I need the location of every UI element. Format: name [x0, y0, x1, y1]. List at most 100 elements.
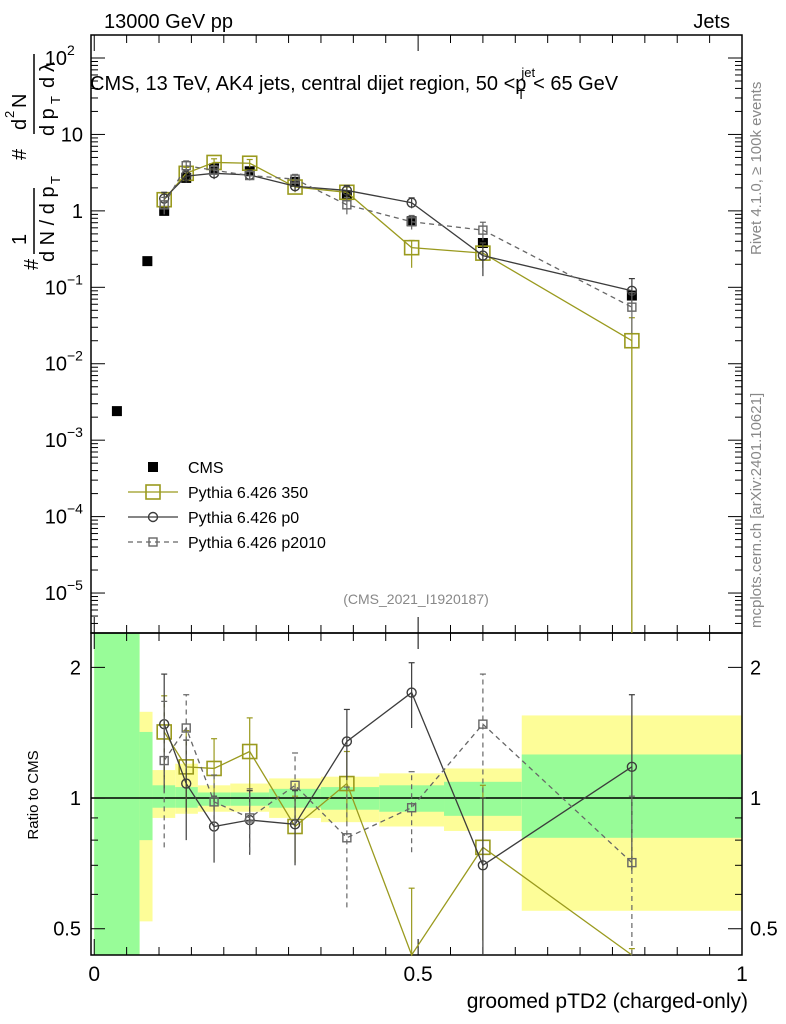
- category-label: Jets: [693, 11, 730, 33]
- ratio-point-1-6: [406, 687, 417, 698]
- ratio-xtick-label-0: 0: [88, 963, 100, 986]
- svg-text:#: #: [9, 148, 31, 160]
- svg-text:d p: d p: [37, 108, 59, 136]
- main-data-marks: [111, 154, 640, 633]
- main-point-3-1: [181, 160, 191, 171]
- main-ytick-label-3: 10: [45, 277, 67, 299]
- main-point-3-4: [290, 174, 300, 184]
- ratio-point-1-1: [181, 778, 192, 789]
- band-green-1: [139, 731, 153, 841]
- ratio-ytick-label-0: 2: [70, 657, 81, 679]
- main-ytick-exp-5: −3: [67, 424, 83, 440]
- legend-marker-0: [148, 462, 158, 472]
- main-ytick-exp-3: −1: [67, 271, 83, 287]
- svg-text:T: T: [48, 96, 63, 104]
- main-point-2-6: [406, 197, 417, 208]
- main-point-0-0: [111, 406, 122, 417]
- svg-text:d N / d p: d N / d p: [37, 186, 59, 262]
- main-ytick-label-4: 10: [45, 354, 67, 376]
- ratio-ylabel: Ratio to CMS: [25, 750, 42, 839]
- legend-label-1: Pythia 6.426 350: [188, 485, 308, 502]
- main-point-3-5: [342, 200, 352, 210]
- main-point-3-2: [209, 165, 219, 175]
- energy-label: 13000 GeV pp: [104, 11, 233, 33]
- band-green-2: [152, 785, 176, 808]
- plot-title-main: CMS, 13 TeV, AK4 jets, central dijet reg…: [90, 73, 526, 95]
- ratio-ytick-label-right-1: 1: [750, 788, 761, 810]
- analysis-label: (CMS_2021_I1920187): [343, 591, 489, 607]
- ratio-ytick-label-right-0: 2: [750, 657, 761, 679]
- ratio-frame: [90, 632, 743, 956]
- ratio-point-2-4: [290, 780, 300, 791]
- main-point-3-0: [159, 200, 169, 210]
- main-ytick-label-2: 1: [72, 201, 83, 223]
- legend-label-2: Pythia 6.426 p0: [188, 510, 299, 527]
- mcplots-label: mcplots.cern.ch [arXiv:2401.10621]: [748, 393, 765, 628]
- ratio-point-2-6: [406, 803, 417, 813]
- main-point-3-3: [245, 170, 255, 181]
- ratio-point-1-8: [626, 761, 638, 773]
- svg-text:T: T: [48, 176, 63, 184]
- ratio-point-2-2: [209, 797, 219, 807]
- main-line-1: [163, 161, 633, 342]
- ratio-ytick-label-2: 0.5: [53, 919, 81, 941]
- svg-text:d: d: [9, 119, 31, 130]
- main-point-2-5: [341, 185, 353, 196]
- main-point-0-1: [142, 256, 153, 267]
- plot-title-sub: T: [517, 87, 525, 102]
- ratio-uncertainty-bands: [94, 633, 742, 955]
- svg-text:λ: λ: [37, 62, 59, 72]
- main-point-3-8: [627, 302, 637, 312]
- svg-text:N: N: [9, 94, 31, 108]
- legend-marker-1: [145, 484, 161, 500]
- ratio-point-2-0: [159, 755, 169, 766]
- main-point-1-6: [403, 239, 420, 256]
- main-ytick-exp-7: −5: [67, 577, 83, 593]
- ratio-xtick-label-1: 0.5: [404, 963, 433, 986]
- plot-title-sup: jet: [520, 65, 535, 80]
- ratio-point-2-8: [627, 857, 637, 868]
- main-point-2-7: [477, 250, 489, 261]
- main-point-3-7: [478, 225, 488, 235]
- legend-label-3: Pythia 6.426 p2010: [188, 535, 326, 552]
- main-line-2: [163, 172, 633, 292]
- ratio-point-1-5: [341, 736, 353, 747]
- plot-title: CMS, 13 TeV, AK4 jets, central dijet reg…: [90, 65, 619, 102]
- main-ytick-label-1: 10: [61, 124, 83, 146]
- rivet-label: Rivet 4.1.0, ≥ 100k events: [748, 82, 765, 255]
- legend-marker-2: [147, 511, 159, 523]
- x-axis-label: groomed pTD2 (charged-only): [467, 990, 748, 1013]
- ratio-line-2: [163, 723, 633, 864]
- ratio-point-1-7: [477, 860, 489, 871]
- ratio-ytick-label-right-2: 0.5: [750, 919, 778, 941]
- main-point-2-1: [181, 170, 192, 182]
- ratio-ytick-label-1: 1: [70, 788, 81, 810]
- main-ytick-exp-0: 2: [67, 42, 75, 58]
- main-point-3-6: [406, 217, 417, 227]
- svg-text:1: 1: [9, 234, 31, 245]
- svg-text:2: 2: [2, 111, 17, 118]
- ratio-point-0-3: [241, 743, 258, 760]
- ratio-xtick-label-2: 1: [736, 963, 748, 986]
- ratio-point-2-1: [181, 723, 191, 733]
- main-ytick-label-0: 10: [45, 48, 67, 70]
- legend: CMS Pythia 6.426 350 Pythia 6.426 p0 Pythia…: [128, 460, 326, 552]
- main-ytick-label-5: 10: [45, 430, 67, 452]
- svg-text:d: d: [37, 77, 59, 88]
- main-ytick-exp-6: −4: [67, 501, 83, 517]
- ratio-data-marks: [156, 662, 638, 957]
- legend-label-0: CMS: [188, 460, 224, 477]
- main-ytick-label-6: 10: [45, 507, 67, 529]
- main-ytick-exp-4: −2: [67, 348, 83, 364]
- plot-title-end: < 65 GeV: [533, 73, 619, 95]
- main-ytick-label-7: 10: [45, 583, 67, 605]
- legend-marker-3: [148, 537, 158, 547]
- band-green-0: [94, 633, 140, 955]
- ratio-point-2-3: [245, 813, 255, 823]
- main-ylabel: # 1 d N / d p T # d 2 N d p T d λ: [2, 54, 63, 270]
- svg-text:#: #: [21, 258, 43, 270]
- ratio-point-2-5: [342, 833, 352, 843]
- ratio-axes: 0 0.5 12 21 10.5 0.5: [53, 632, 778, 986]
